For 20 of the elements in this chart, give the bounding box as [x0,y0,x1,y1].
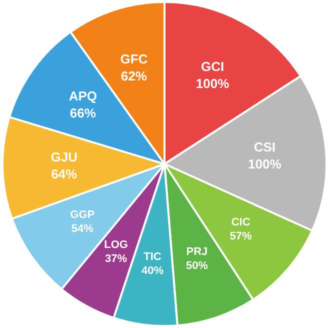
data-label: 50% [186,260,208,272]
slice-label: GFC [120,51,148,66]
slice-label: GJU [50,150,78,165]
data-label: 100% [196,76,230,91]
data-label: 62% [120,68,148,84]
slice-label: LOG [104,239,128,251]
slice-label: CSI [254,140,276,155]
slice-label: GGP [70,208,95,221]
data-label: 40% [141,264,164,277]
slice-label: PRJ [186,246,208,258]
slice-label: APQ [68,88,98,104]
slice-label: GCI [200,58,224,74]
data-label: 64% [51,166,78,182]
data-label: 100% [248,156,282,172]
data-label: 37% [105,253,128,265]
data-label: 66% [70,105,96,120]
data-label: 54% [71,222,94,235]
slice-label: TIC [144,250,162,263]
data-label: 57% [230,230,252,242]
slice-label: CIC [231,216,250,228]
